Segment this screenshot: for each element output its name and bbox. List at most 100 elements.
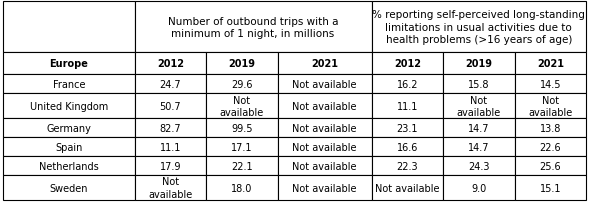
Bar bbox=[372, 94, 443, 119]
Text: Sweden: Sweden bbox=[49, 183, 88, 193]
Text: Not available: Not available bbox=[375, 183, 439, 193]
Text: Not available: Not available bbox=[292, 183, 357, 193]
Bar bbox=[135, 94, 206, 119]
Text: 14.7: 14.7 bbox=[468, 142, 489, 152]
Bar bbox=[372, 2, 586, 53]
Text: 2012: 2012 bbox=[394, 59, 421, 69]
Bar bbox=[372, 175, 443, 200]
Text: % reporting self-perceived long-standing
limitations in usual activities due to
: % reporting self-perceived long-standing… bbox=[372, 10, 585, 45]
Text: Germany: Germany bbox=[47, 123, 91, 133]
Text: Not
available: Not available bbox=[456, 95, 501, 117]
Text: 22.1: 22.1 bbox=[231, 161, 253, 171]
Text: France: France bbox=[52, 79, 85, 89]
Bar bbox=[372, 75, 443, 94]
Text: 15.8: 15.8 bbox=[468, 79, 489, 89]
Bar bbox=[135, 175, 206, 200]
Text: 24.3: 24.3 bbox=[468, 161, 489, 171]
Text: Netherlands: Netherlands bbox=[39, 161, 98, 171]
Text: 18.0: 18.0 bbox=[231, 183, 253, 193]
Bar bbox=[3, 53, 135, 75]
Bar bbox=[443, 156, 515, 175]
Bar bbox=[135, 156, 206, 175]
Bar bbox=[206, 175, 277, 200]
Bar bbox=[3, 119, 135, 138]
Bar bbox=[515, 119, 586, 138]
Text: 2019: 2019 bbox=[465, 59, 492, 69]
Bar bbox=[515, 156, 586, 175]
Bar bbox=[3, 75, 135, 94]
Bar bbox=[515, 53, 586, 75]
Bar bbox=[206, 94, 277, 119]
Bar bbox=[206, 53, 277, 75]
Text: 99.5: 99.5 bbox=[231, 123, 253, 133]
Bar bbox=[3, 94, 135, 119]
Text: Number of outbound trips with a
minimum of 1 night, in millions: Number of outbound trips with a minimum … bbox=[168, 16, 338, 39]
Bar bbox=[372, 156, 443, 175]
Bar bbox=[277, 119, 372, 138]
Bar bbox=[135, 53, 206, 75]
Text: United Kingdom: United Kingdom bbox=[29, 101, 108, 111]
Bar bbox=[443, 75, 515, 94]
Bar bbox=[515, 138, 586, 156]
Text: 2021: 2021 bbox=[537, 59, 564, 69]
Text: Not
available: Not available bbox=[220, 95, 264, 117]
Text: Not available: Not available bbox=[292, 79, 357, 89]
Bar bbox=[206, 156, 277, 175]
Text: 15.1: 15.1 bbox=[540, 183, 561, 193]
Text: 11.1: 11.1 bbox=[396, 101, 418, 111]
Text: Not available: Not available bbox=[292, 101, 357, 111]
Bar bbox=[277, 175, 372, 200]
Text: 2019: 2019 bbox=[229, 59, 256, 69]
Bar bbox=[3, 175, 135, 200]
Bar bbox=[206, 75, 277, 94]
Text: 25.6: 25.6 bbox=[540, 161, 561, 171]
Bar bbox=[443, 175, 515, 200]
Bar bbox=[515, 94, 586, 119]
Bar bbox=[135, 119, 206, 138]
Text: 16.6: 16.6 bbox=[396, 142, 418, 152]
Text: Not
available: Not available bbox=[148, 177, 193, 199]
Bar bbox=[443, 138, 515, 156]
Bar bbox=[515, 175, 586, 200]
Bar bbox=[206, 138, 277, 156]
Bar bbox=[443, 119, 515, 138]
Bar bbox=[277, 156, 372, 175]
Bar bbox=[277, 94, 372, 119]
Bar bbox=[277, 75, 372, 94]
Text: 17.9: 17.9 bbox=[160, 161, 181, 171]
Text: Not available: Not available bbox=[292, 123, 357, 133]
Text: 24.7: 24.7 bbox=[160, 79, 181, 89]
Text: 82.7: 82.7 bbox=[160, 123, 181, 133]
Bar bbox=[3, 2, 135, 53]
Bar bbox=[372, 119, 443, 138]
Text: Not
available: Not available bbox=[528, 95, 573, 117]
Text: 14.7: 14.7 bbox=[468, 123, 489, 133]
Text: 29.6: 29.6 bbox=[231, 79, 253, 89]
Bar bbox=[3, 138, 135, 156]
Bar bbox=[372, 138, 443, 156]
Bar bbox=[443, 53, 515, 75]
Text: Not available: Not available bbox=[292, 142, 357, 152]
Bar bbox=[277, 53, 372, 75]
Bar bbox=[3, 156, 135, 175]
Bar bbox=[135, 2, 372, 53]
Bar bbox=[206, 119, 277, 138]
Bar bbox=[135, 75, 206, 94]
Bar bbox=[135, 138, 206, 156]
Text: 13.8: 13.8 bbox=[540, 123, 561, 133]
Text: Not available: Not available bbox=[292, 161, 357, 171]
Text: 9.0: 9.0 bbox=[471, 183, 487, 193]
Bar bbox=[443, 94, 515, 119]
Text: Europe: Europe bbox=[49, 59, 88, 69]
Bar bbox=[372, 53, 443, 75]
Text: 11.1: 11.1 bbox=[160, 142, 181, 152]
Bar bbox=[277, 138, 372, 156]
Text: 16.2: 16.2 bbox=[396, 79, 418, 89]
Text: 22.3: 22.3 bbox=[396, 161, 418, 171]
Bar bbox=[515, 75, 586, 94]
Text: Spain: Spain bbox=[55, 142, 82, 152]
Text: 50.7: 50.7 bbox=[160, 101, 181, 111]
Text: 17.1: 17.1 bbox=[231, 142, 253, 152]
Text: 23.1: 23.1 bbox=[396, 123, 418, 133]
Text: 14.5: 14.5 bbox=[540, 79, 561, 89]
